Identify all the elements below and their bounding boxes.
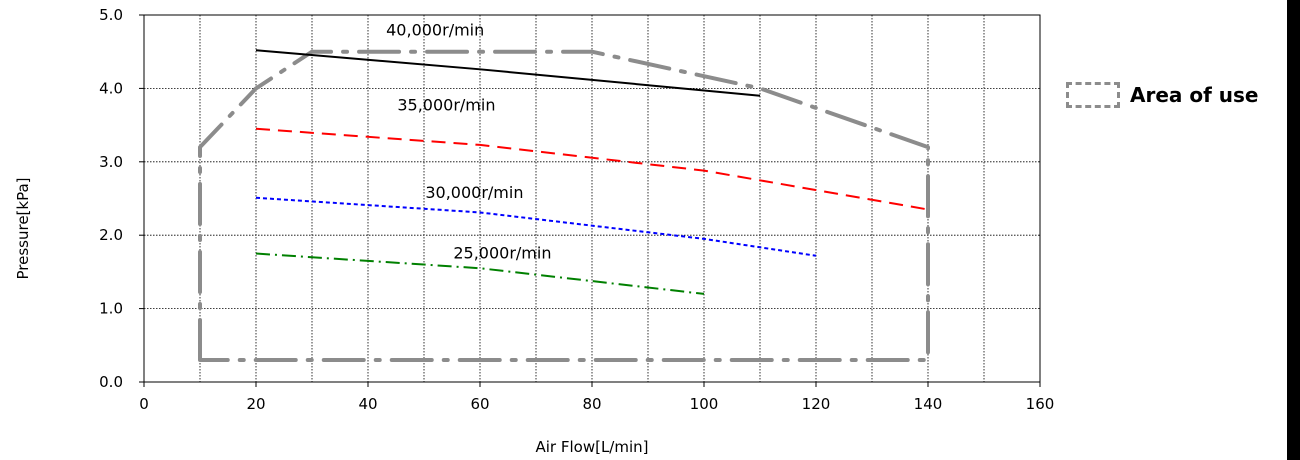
area-of-use-envelope [198,49,930,362]
series-label: 25,000r/min [453,244,551,263]
legend-swatch-area-of-use [1066,82,1120,108]
x-tick-label: 120 [802,395,831,413]
y-tick-label: 2.0 [99,226,123,244]
x-tick-label: 80 [582,395,601,413]
x-tick-label: 60 [470,395,489,413]
right-edge-bar [1287,0,1300,460]
y-tick-label: 0.0 [99,373,123,391]
y-tick-label: 1.0 [99,300,123,318]
series-line-35-000r-min [255,127,929,211]
x-tick-label: 160 [1026,395,1055,413]
y-tick-label: 5.0 [99,6,123,24]
legend-label-area-of-use: Area of use [1130,83,1259,107]
y-axis-title: Pressure[kPa] [14,177,32,279]
y-tick-label: 3.0 [99,153,123,171]
y-tick-label: 4.0 [99,79,123,97]
x-tick-label: 20 [246,395,265,413]
series-label: 30,000r/min [425,183,523,202]
x-tick-label: 0 [139,395,149,413]
series-line-25-000r-min [255,252,705,295]
series-line-40-000r-min [255,49,761,97]
x-tick-label: 100 [690,395,719,413]
series-label: 40,000r/min [386,21,484,40]
series-line-30-000r-min [255,196,817,257]
series-label: 35,000r/min [397,95,495,114]
x-tick-label: 40 [358,395,377,413]
legend: Area of use [1066,78,1258,112]
x-axis-title: Air Flow[L/min] [535,438,648,456]
x-tick-label: 140 [914,395,943,413]
